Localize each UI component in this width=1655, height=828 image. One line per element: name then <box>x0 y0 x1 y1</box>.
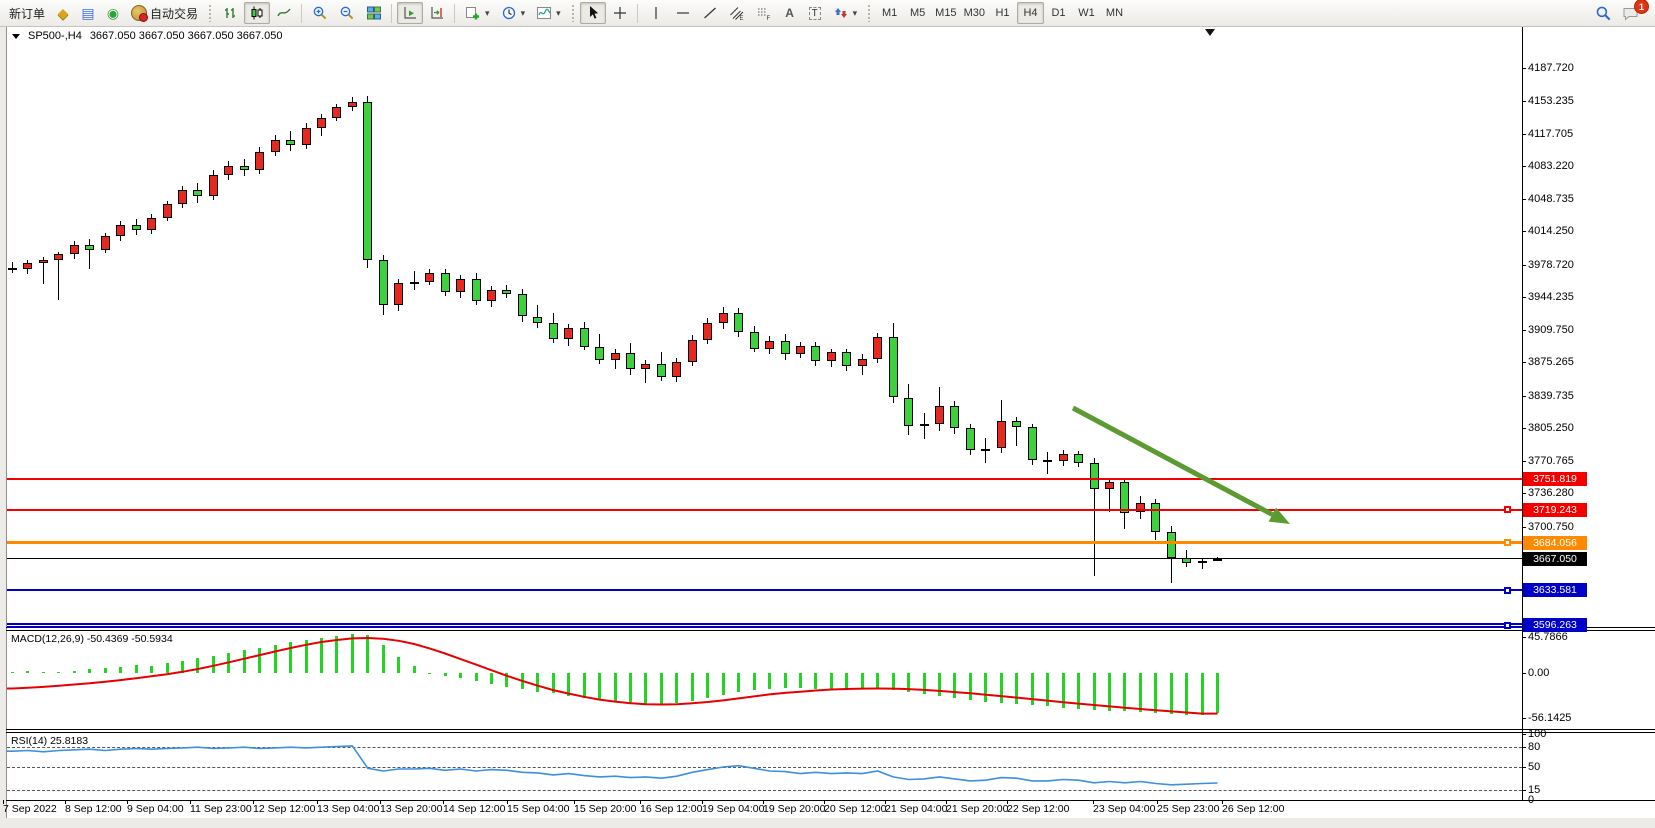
chart-symbol-label: SP500-,H4 <box>28 30 82 42</box>
equidistant-channel-icon: E <box>729 5 745 21</box>
vertical-line-tool-button[interactable] <box>643 2 669 24</box>
fibonacci-icon: F <box>756 5 772 21</box>
horizontal-line-icon <box>675 5 691 21</box>
toolbar-grip <box>570 4 575 22</box>
timeframe-mn-button[interactable]: MN <box>1101 2 1128 24</box>
trendline-icon <box>702 5 718 21</box>
search-icon <box>1595 5 1612 22</box>
symbol-dropdown-icon[interactable] <box>12 33 20 39</box>
text-tool-button[interactable]: A <box>778 2 802 24</box>
zoom-in-button[interactable] <box>307 2 333 24</box>
bar-chart-icon <box>222 5 238 21</box>
auto-scroll-button[interactable] <box>397 2 424 24</box>
text-label-icon: T <box>808 6 821 20</box>
candlestick-chart-button[interactable] <box>244 2 271 24</box>
data-window-button[interactable]: ▤ <box>76 2 100 24</box>
toolbar-separator <box>636 3 638 23</box>
toolbar-separator <box>391 3 393 23</box>
timeframe-m1-button[interactable]: M1 <box>876 2 903 24</box>
toolbar-grip <box>867 4 872 22</box>
auto-trading-globe-icon <box>131 5 149 22</box>
data-window-icon: ▤ <box>81 5 95 21</box>
chart-window[interactable] <box>6 27 1655 818</box>
crosshair-tool-button[interactable] <box>607 2 633 24</box>
svg-text:F: F <box>766 16 770 21</box>
new-order-label: 新订单 <box>9 6 46 21</box>
chart-shift-icon <box>429 5 445 21</box>
periods-button[interactable]: ▾ <box>496 2 531 24</box>
timeframe-m30-button[interactable]: M30 <box>961 2 988 24</box>
toolbar-separator <box>301 3 303 23</box>
trendline-tool-button[interactable] <box>697 2 723 24</box>
auto-scroll-icon <box>402 5 418 21</box>
text-label-tool-button[interactable]: T <box>803 2 827 24</box>
notifications-button[interactable]: 1 <box>1617 0 1649 24</box>
line-chart-button[interactable] <box>271 2 297 24</box>
templates-dropdown-icon: ▾ <box>556 7 561 18</box>
signals-button[interactable]: ◉ <box>101 2 125 24</box>
market-watch-icon: ◆ <box>57 5 69 21</box>
cursor-tool-button[interactable] <box>579 2 606 24</box>
channel-tool-button[interactable]: E <box>724 2 750 24</box>
crosshair-icon <box>612 5 628 21</box>
vertical-line-icon <box>648 5 664 21</box>
auto-trading-button[interactable]: 自动交易 <box>126 2 203 24</box>
arrows-dropdown-icon: ▾ <box>852 7 858 18</box>
text-tool-icon: A <box>785 6 794 20</box>
timeframe-m5-button[interactable]: M5 <box>904 2 931 24</box>
time-axis-tick <box>3 800 4 804</box>
tile-windows-icon <box>366 5 382 21</box>
horizontal-line-tool-button[interactable] <box>670 2 696 24</box>
line-chart-icon <box>276 5 292 21</box>
arrow-objects-button[interactable]: ▾ <box>828 2 863 24</box>
periods-dropdown-icon: ▾ <box>520 7 526 18</box>
zoom-out-icon <box>339 5 355 21</box>
zoom-out-button[interactable] <box>334 2 360 24</box>
toolbar-separator <box>454 3 456 23</box>
macd-indicator-label: MACD(12,26,9) -50.4369 -50.5934 <box>11 633 173 645</box>
rsi-indicator-label: RSI(14) 25.8183 <box>11 735 89 747</box>
auto-trading-label: 自动交易 <box>150 6 199 21</box>
notification-badge: 1 <box>1634 0 1649 14</box>
templates-button[interactable]: ▾ <box>531 2 566 24</box>
timeframe-h1-button[interactable]: H1 <box>989 2 1016 24</box>
template-icon <box>536 5 552 21</box>
timeframe-d1-button[interactable]: D1 <box>1045 2 1072 24</box>
clock-icon <box>501 5 517 21</box>
timeframe-h4-button[interactable]: H4 <box>1016 2 1044 24</box>
new-order-button[interactable]: 新订单 <box>4 2 50 24</box>
chart-ohlc-values: 3667.050 3667.050 3667.050 3667.050 <box>89 30 283 42</box>
market-watch-button[interactable]: ◆ <box>51 2 75 24</box>
chart-shift-button[interactable] <box>424 2 450 24</box>
main-toolbar: 新订单 ◆ ▤ ◉ 自动交易 ▾ ▾ ▾ E F A T ▾ M1 M5 M15… <box>0 0 1655 27</box>
candlestick-chart-icon <box>249 5 265 21</box>
chart-symbol-header[interactable]: SP500-,H4 3667.050 3667.050 3667.050 366… <box>12 30 283 42</box>
arrow-objects-icon <box>833 5 849 21</box>
tile-windows-button[interactable] <box>361 2 387 24</box>
cursor-icon <box>585 5 601 21</box>
signals-icon: ◉ <box>106 5 120 21</box>
svg-text:E: E <box>739 16 743 21</box>
toolbar-grip <box>208 4 213 22</box>
fibonacci-tool-button[interactable]: F <box>751 2 777 24</box>
indicators-dropdown-icon: ▾ <box>485 7 490 18</box>
timeframe-w1-button[interactable]: W1 <box>1073 2 1100 24</box>
add-indicator-icon <box>465 5 481 21</box>
search-button[interactable] <box>1590 2 1617 24</box>
bar-chart-button[interactable] <box>217 2 243 24</box>
timeframe-m15-button[interactable]: M15 <box>932 2 959 24</box>
auto-trading-stop-dot-icon <box>139 13 149 22</box>
zoom-in-icon <box>312 5 328 21</box>
indicators-button[interactable]: ▾ <box>460 2 495 24</box>
